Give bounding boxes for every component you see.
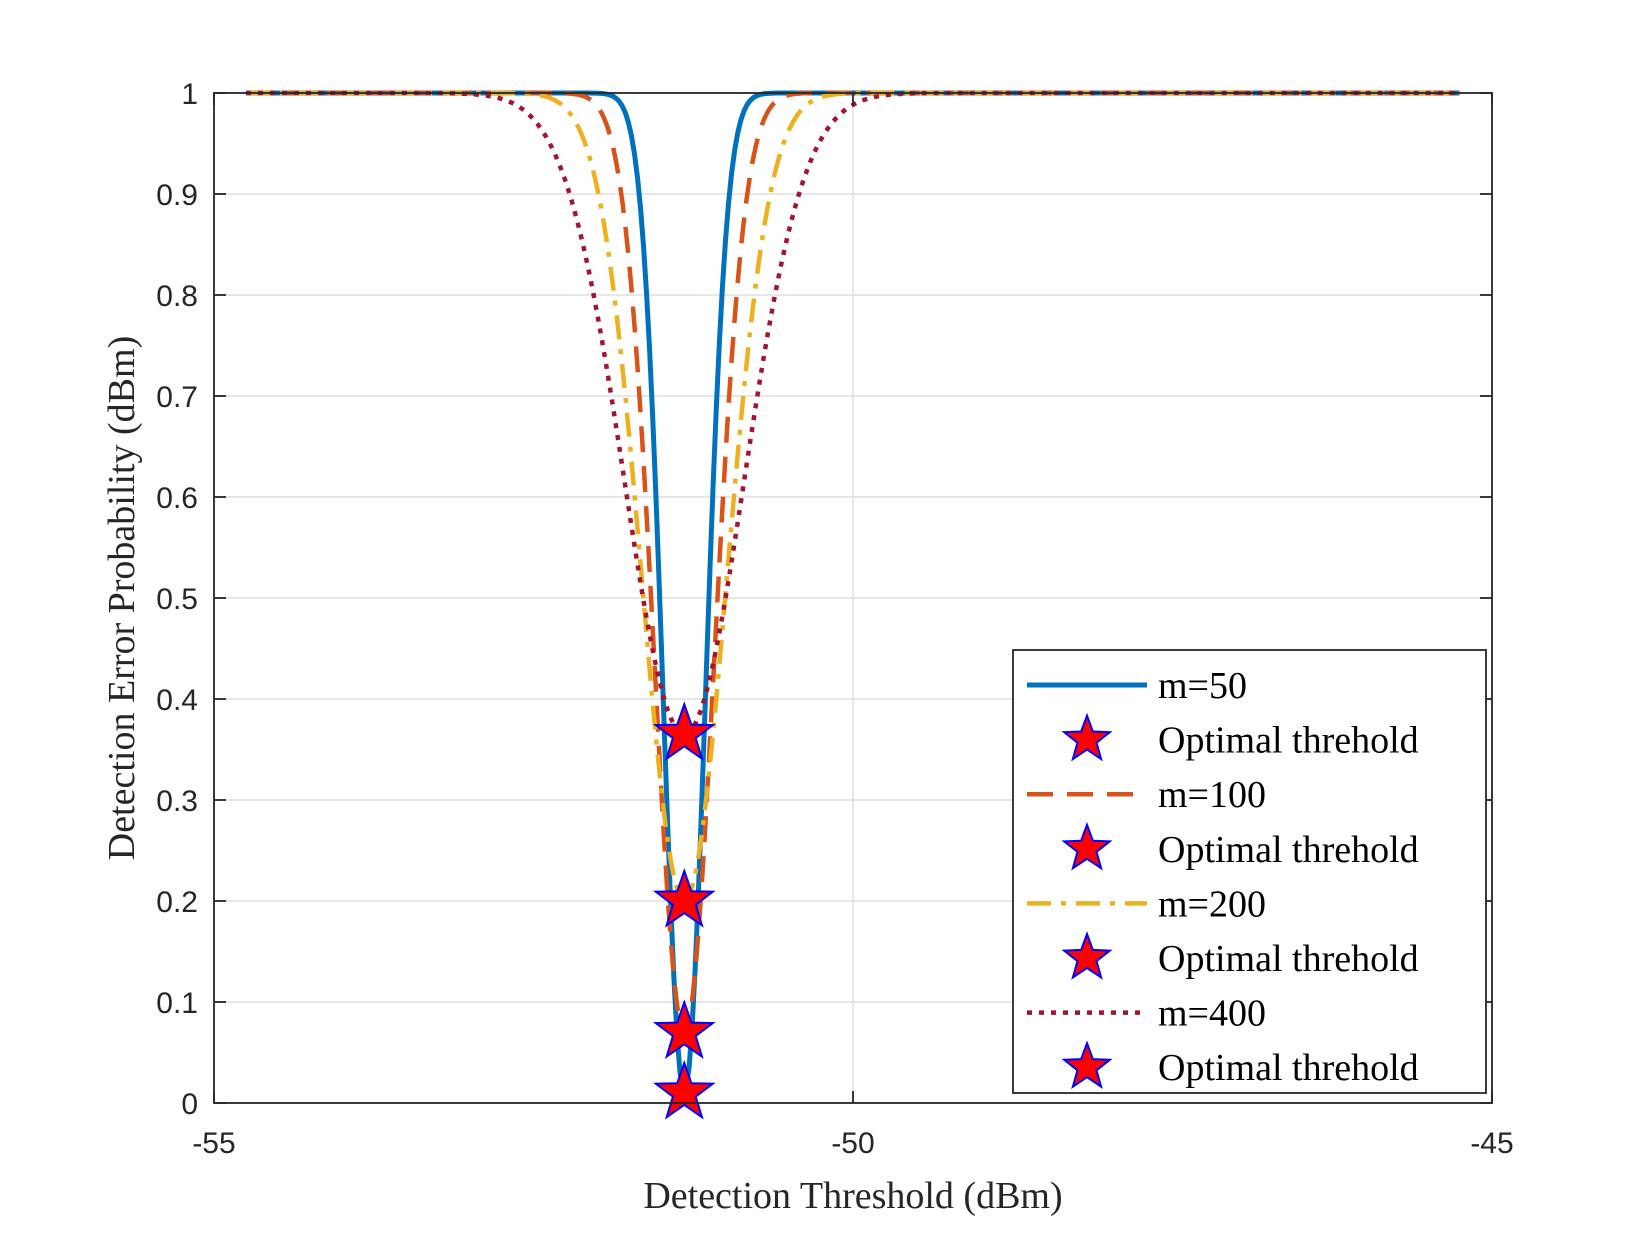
y-tick-label: 0.6 [156, 482, 198, 515]
x-tick-label: -55 [192, 1127, 235, 1160]
legend-label: Optimal threhold [1158, 720, 1419, 762]
y-tick-label: 0.4 [156, 684, 198, 717]
optimal-markers [652, 701, 716, 1120]
y-tick-label: 1 [181, 78, 198, 111]
legend-box [1012, 649, 1487, 1094]
optimal-threshold-marker [652, 867, 716, 928]
legend-label: Optimal threhold [1158, 829, 1419, 871]
legend-star-icon [1061, 712, 1113, 762]
y-tick-label: 0.1 [156, 987, 198, 1020]
y-tick-label: 0 [181, 1088, 198, 1121]
optimal-threshold-marker [652, 1059, 716, 1120]
y-axis-title: Detection Error Probability (dBm) [101, 336, 143, 861]
legend: m=50 Optimal threhold m=100 Optimal threhol… [1012, 649, 1487, 1094]
optimal-threshold-marker [652, 701, 716, 762]
ticks [213, 92, 1493, 1104]
optimal-threshold-marker [652, 999, 716, 1060]
legend-label: m=50 [1158, 665, 1247, 707]
y-tick-label: 0.7 [156, 381, 198, 414]
x-tick-label: -50 [831, 1127, 874, 1160]
legend-star-icon [1061, 931, 1113, 980]
x-axis-title: Detection Threshold (dBm) [643, 1175, 1062, 1217]
legend-label: m=100 [1158, 774, 1266, 816]
legend-label: m=200 [1158, 883, 1266, 925]
y-tick-label: 0.9 [156, 179, 198, 212]
y-tick-label: 0.8 [156, 280, 198, 313]
legend-star-icon [1061, 1040, 1113, 1089]
x-tick-label: -45 [1470, 1127, 1513, 1160]
legend-star-icon [1061, 821, 1113, 871]
y-tick-label: 0.2 [156, 886, 198, 919]
y-tick-label: 0.3 [156, 785, 198, 818]
legend-label: Optimal threhold [1158, 1047, 1419, 1089]
y-tick-label: 0.5 [156, 583, 198, 616]
legend-label: m=400 [1158, 993, 1266, 1035]
legend-label: Optimal threhold [1158, 938, 1419, 980]
